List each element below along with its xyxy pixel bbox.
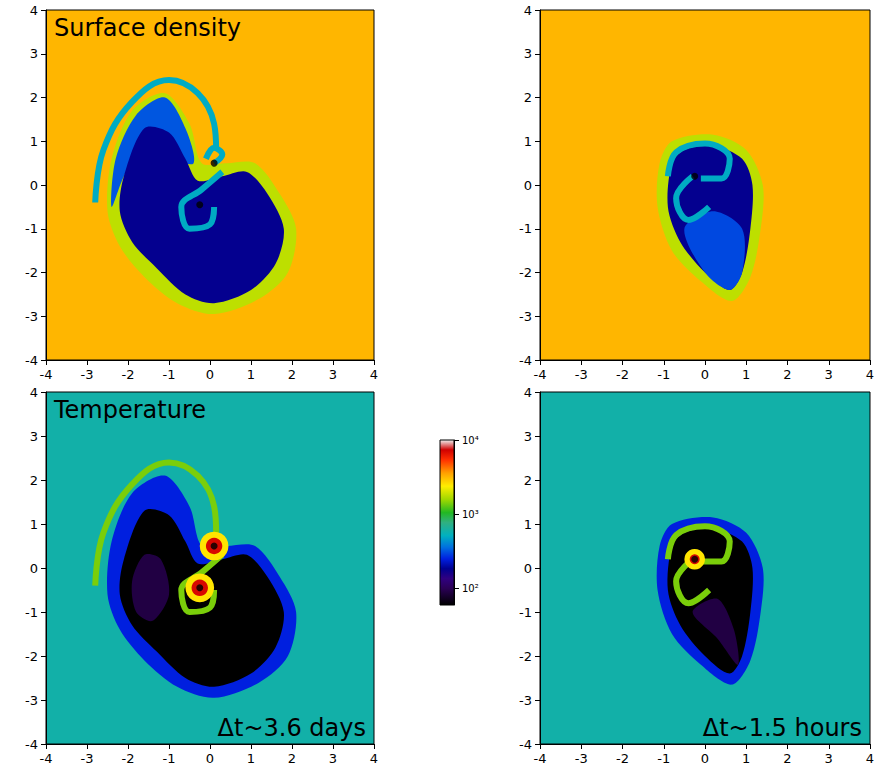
svg-text:10⁴: 10⁴ <box>462 435 479 446</box>
svg-text:-4: -4 <box>519 353 532 368</box>
svg-text:Temperature: Temperature <box>53 396 206 424</box>
svg-text:1: 1 <box>524 517 532 532</box>
svg-text:3: 3 <box>524 46 532 61</box>
svg-text:4: 4 <box>370 367 378 382</box>
svg-text:-4: -4 <box>534 367 547 382</box>
svg-text:2: 2 <box>288 367 296 382</box>
svg-text:1: 1 <box>524 134 532 149</box>
svg-text:1: 1 <box>30 517 38 532</box>
svg-text:2: 2 <box>524 473 532 488</box>
svg-text:-1: -1 <box>25 221 38 236</box>
svg-text:-1: -1 <box>657 367 670 382</box>
svg-text:-1: -1 <box>657 751 670 766</box>
svg-text:2: 2 <box>524 90 532 105</box>
svg-text:-3: -3 <box>575 367 588 382</box>
svg-text:3: 3 <box>30 46 38 61</box>
svg-text:-4: -4 <box>534 751 547 766</box>
svg-text:1: 1 <box>742 367 750 382</box>
svg-text:2: 2 <box>783 367 791 382</box>
svg-text:-3: -3 <box>519 693 532 708</box>
svg-text:-3: -3 <box>25 693 38 708</box>
svg-text:0: 0 <box>524 561 532 576</box>
svg-text:-2: -2 <box>616 367 629 382</box>
svg-text:-4: -4 <box>25 353 38 368</box>
svg-text:3: 3 <box>329 367 337 382</box>
svg-text:1: 1 <box>247 367 255 382</box>
svg-text:4: 4 <box>30 385 38 400</box>
svg-text:3: 3 <box>825 367 833 382</box>
svg-text:1: 1 <box>30 134 38 149</box>
svg-text:Δt~1.5 hours: Δt~1.5 hours <box>703 714 862 742</box>
svg-text:-1: -1 <box>163 751 176 766</box>
svg-text:-2: -2 <box>616 751 629 766</box>
svg-text:3: 3 <box>329 751 337 766</box>
svg-text:-1: -1 <box>163 367 176 382</box>
svg-text:3: 3 <box>825 751 833 766</box>
svg-text:10²: 10² <box>462 583 479 594</box>
svg-text:-3: -3 <box>81 751 94 766</box>
svg-text:1: 1 <box>247 751 255 766</box>
svg-text:-3: -3 <box>519 309 532 324</box>
svg-text:4: 4 <box>866 367 874 382</box>
svg-text:0: 0 <box>30 178 38 193</box>
svg-text:4: 4 <box>524 385 532 400</box>
svg-text:4: 4 <box>866 751 874 766</box>
svg-text:3: 3 <box>524 429 532 444</box>
svg-text:-3: -3 <box>25 309 38 324</box>
svg-text:-1: -1 <box>519 605 532 620</box>
svg-text:-2: -2 <box>122 367 135 382</box>
svg-text:-2: -2 <box>519 649 532 664</box>
svg-text:-2: -2 <box>519 265 532 280</box>
svg-text:0: 0 <box>206 751 214 766</box>
svg-text:2: 2 <box>30 473 38 488</box>
svg-text:-4: -4 <box>40 367 53 382</box>
svg-text:Surface density: Surface density <box>54 14 241 42</box>
svg-text:-4: -4 <box>40 751 53 766</box>
svg-text:2: 2 <box>783 751 791 766</box>
svg-text:0: 0 <box>701 751 709 766</box>
svg-text:-3: -3 <box>81 367 94 382</box>
svg-text:-2: -2 <box>25 649 38 664</box>
svg-text:10³: 10³ <box>462 509 479 520</box>
svg-text:-3: -3 <box>575 751 588 766</box>
svg-text:1: 1 <box>742 751 750 766</box>
svg-text:0: 0 <box>30 561 38 576</box>
svg-text:0: 0 <box>701 367 709 382</box>
svg-text:-4: -4 <box>25 737 38 752</box>
svg-text:4: 4 <box>370 751 378 766</box>
svg-text:0: 0 <box>206 367 214 382</box>
svg-text:-2: -2 <box>25 265 38 280</box>
svg-text:-1: -1 <box>519 221 532 236</box>
svg-text:-2: -2 <box>122 751 135 766</box>
svg-text:Δt~3.6 days: Δt~3.6 days <box>218 714 366 742</box>
svg-text:2: 2 <box>30 90 38 105</box>
svg-text:4: 4 <box>524 3 532 18</box>
svg-text:0: 0 <box>524 178 532 193</box>
svg-text:4: 4 <box>30 3 38 18</box>
svg-text:-4: -4 <box>519 737 532 752</box>
svg-text:3: 3 <box>30 429 38 444</box>
svg-text:-1: -1 <box>25 605 38 620</box>
svg-text:2: 2 <box>288 751 296 766</box>
